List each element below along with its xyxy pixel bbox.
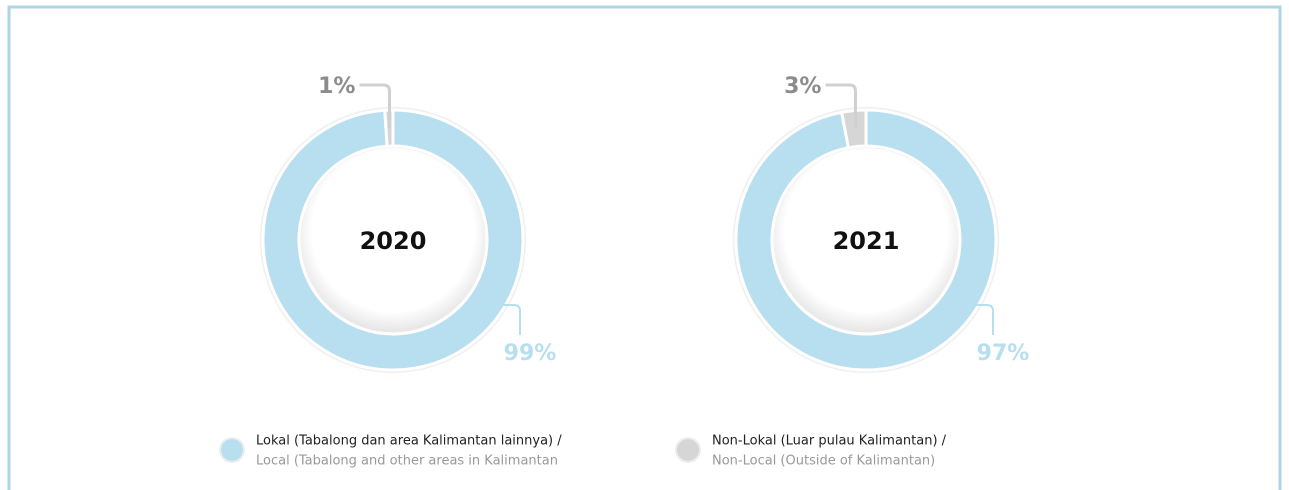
legend-swatch: [675, 437, 701, 463]
chart-title: 2020: [360, 227, 427, 255]
donut-hole: [301, 148, 485, 332]
legend-translation: Local (Tabalong and other areas in Kalim…: [256, 454, 558, 469]
legend-label: Lokal (Tabalong dan area Kalimantan lain…: [256, 434, 562, 449]
legend-swatch: [219, 437, 245, 463]
donut-hole: [774, 148, 958, 332]
value-label: 1%: [318, 74, 355, 99]
leader-line: [825, 83, 857, 129]
donut-segment: [839, 108, 868, 150]
frame: [7, 5, 1282, 490]
donut-segment: [261, 108, 525, 372]
value-label: 99%: [504, 341, 557, 366]
leader-line: [485, 304, 521, 335]
chart-title: 2021: [833, 227, 900, 255]
donut-segment: [734, 108, 998, 372]
legend-label: Non-Lokal (Luar pulau Kalimantan) /: [712, 434, 947, 449]
value-label: 97%: [977, 341, 1030, 366]
legend-translation: Non-Local (Outside of Kalimantan): [712, 454, 935, 469]
leader-line: [359, 83, 391, 129]
leader-line: [958, 304, 994, 335]
value-label: 3%: [784, 74, 821, 99]
